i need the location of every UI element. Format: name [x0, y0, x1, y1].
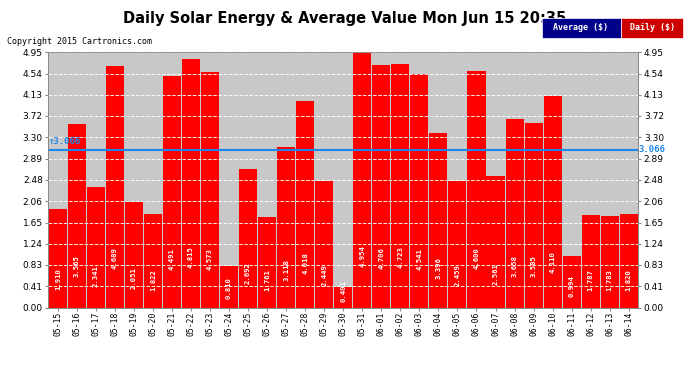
Text: 0.810: 0.810 [226, 277, 232, 298]
Bar [182, 60, 200, 308]
Bar [411, 74, 428, 308]
Bar [448, 181, 466, 308]
Text: 0.994: 0.994 [569, 275, 575, 297]
Bar [201, 72, 219, 308]
Bar [258, 217, 276, 308]
Bar [582, 216, 600, 308]
Text: 2.051: 2.051 [131, 267, 137, 289]
Bar [220, 266, 238, 308]
Bar [620, 214, 638, 308]
Bar [239, 169, 257, 308]
Text: Daily Solar Energy & Average Value Mon Jun 15 20:35: Daily Solar Energy & Average Value Mon J… [124, 11, 566, 26]
Bar [467, 70, 486, 308]
Text: 4.600: 4.600 [473, 248, 480, 269]
Text: 4.815: 4.815 [188, 246, 194, 268]
Bar [544, 96, 562, 308]
Bar [87, 187, 105, 308]
Text: 2.459: 2.459 [455, 264, 460, 286]
Bar [106, 66, 124, 308]
Bar [334, 287, 353, 308]
Text: 4.954: 4.954 [359, 245, 365, 267]
Text: 2.561: 2.561 [493, 263, 498, 285]
Bar [125, 202, 143, 308]
Bar [296, 100, 314, 308]
Bar [144, 214, 162, 308]
Bar [429, 132, 448, 308]
Text: 4.491: 4.491 [169, 248, 175, 270]
Bar [373, 65, 391, 308]
Text: 3.396: 3.396 [435, 257, 442, 279]
Text: 4.110: 4.110 [550, 251, 555, 273]
Text: Average ($): Average ($) [553, 23, 609, 32]
Text: 1.783: 1.783 [607, 269, 613, 291]
Bar [163, 76, 181, 308]
Text: 1.787: 1.787 [588, 269, 593, 291]
Text: 3.585: 3.585 [531, 255, 537, 277]
Text: 1.822: 1.822 [150, 269, 156, 291]
Text: Copyright 2015 Cartronics.com: Copyright 2015 Cartronics.com [7, 38, 152, 46]
Bar [506, 119, 524, 308]
Text: 4.706: 4.706 [378, 247, 384, 268]
Text: 3.565: 3.565 [74, 255, 80, 278]
Bar [49, 209, 67, 308]
Bar [562, 256, 581, 307]
Bar [315, 182, 333, 308]
Text: 4.723: 4.723 [397, 246, 404, 268]
Text: 4.689: 4.689 [112, 247, 118, 269]
Text: 2.341: 2.341 [93, 265, 99, 287]
Bar [524, 123, 542, 308]
Bar [391, 64, 409, 308]
Text: 3.658: 3.658 [511, 255, 518, 277]
Text: Daily ($): Daily ($) [629, 23, 675, 32]
Text: ↑3.066: ↑3.066 [48, 137, 81, 146]
Text: 0.401: 0.401 [340, 280, 346, 302]
Text: 4.018: 4.018 [302, 252, 308, 274]
Text: 2.449: 2.449 [322, 264, 327, 286]
Text: 2.692: 2.692 [245, 262, 251, 284]
Text: 1.761: 1.761 [264, 270, 270, 291]
Text: 4.573: 4.573 [207, 248, 213, 270]
Bar [601, 216, 619, 308]
Bar [68, 124, 86, 308]
Text: 3.118: 3.118 [283, 259, 289, 281]
Text: 3.066: 3.066 [639, 145, 666, 154]
Bar [486, 176, 504, 308]
Text: 1.910: 1.910 [55, 268, 61, 290]
Bar [277, 147, 295, 308]
Text: 4.541: 4.541 [416, 248, 422, 270]
Bar [353, 52, 371, 308]
Text: 1.820: 1.820 [626, 269, 632, 291]
